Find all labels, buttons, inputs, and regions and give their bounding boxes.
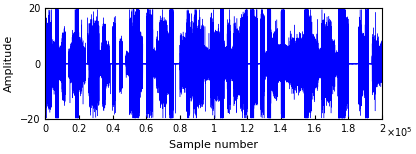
X-axis label: Sample number: Sample number [169,140,258,150]
Y-axis label: Amplitude: Amplitude [4,35,14,92]
Text: $\times10^5$: $\times10^5$ [386,125,412,139]
